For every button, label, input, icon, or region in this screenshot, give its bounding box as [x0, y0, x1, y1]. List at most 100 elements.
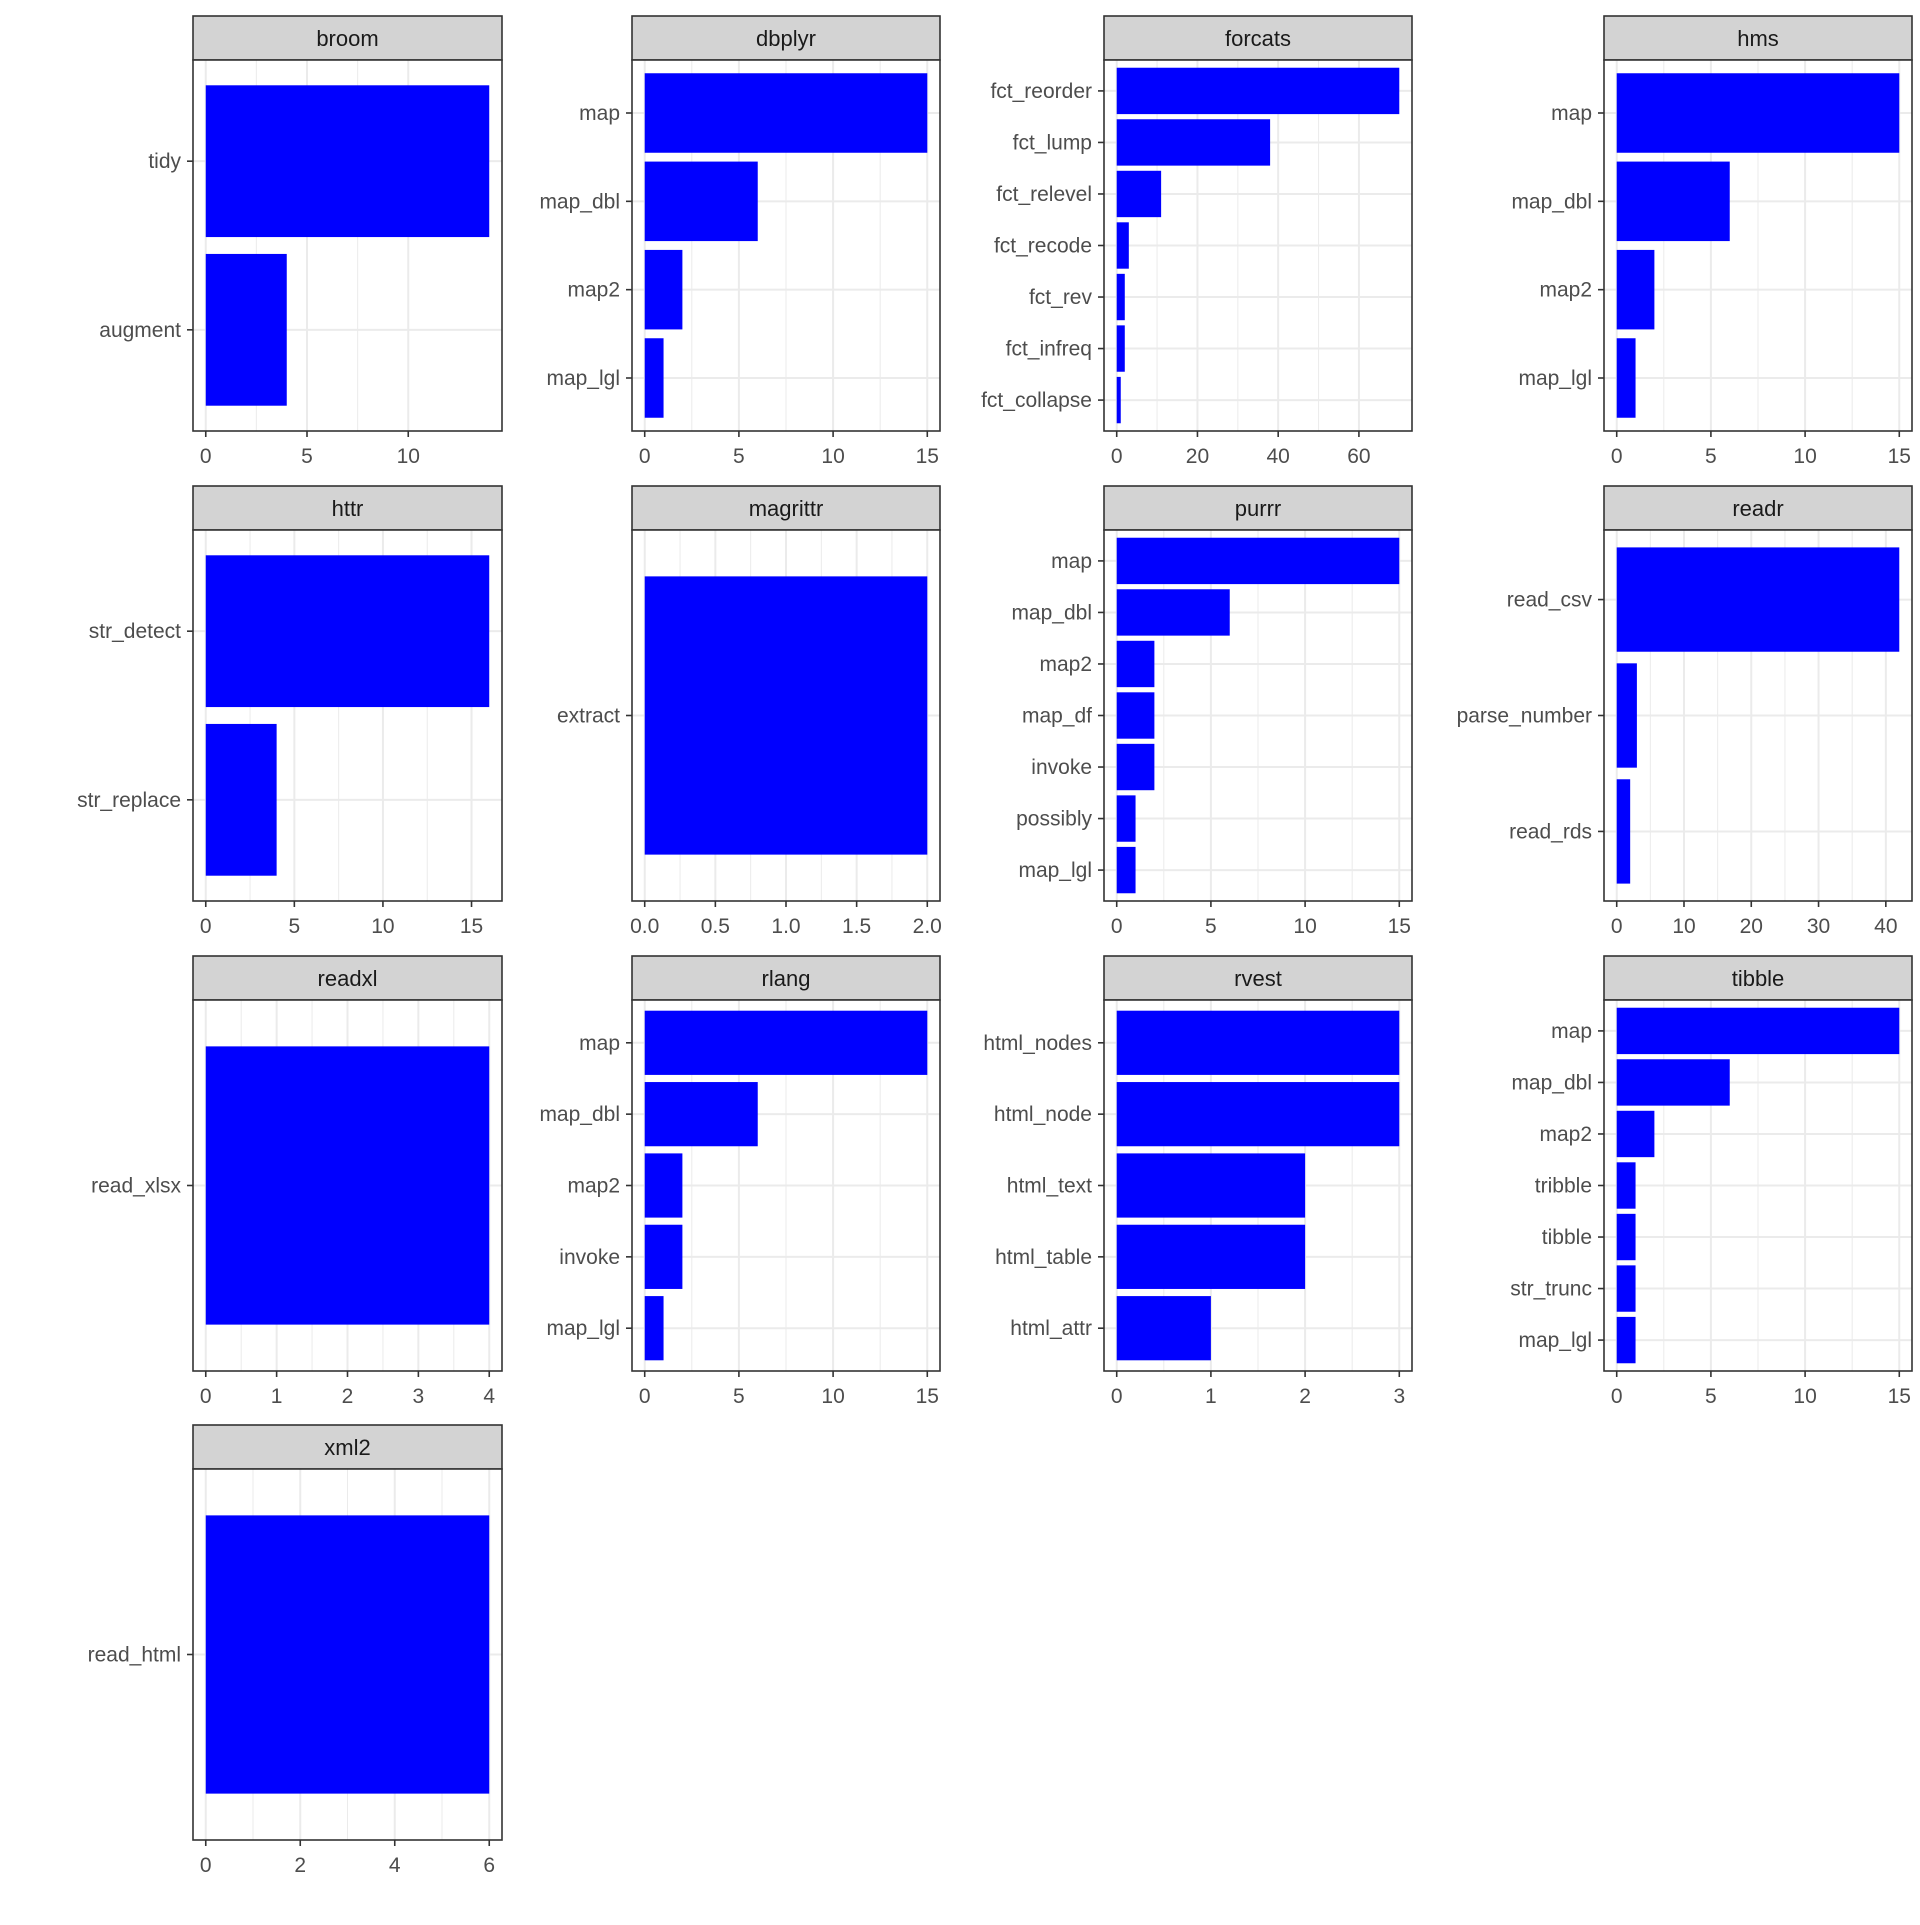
bar: [1116, 325, 1125, 372]
facet-strip: [192, 15, 503, 61]
bar: [1116, 222, 1129, 269]
bar: [644, 1224, 683, 1289]
bar: [205, 253, 287, 406]
facet-strip: [1603, 955, 1913, 1001]
x-tick-label: 4: [389, 1854, 401, 1877]
bar: [1616, 1059, 1730, 1106]
y-tick-label: map_dbl: [1511, 1071, 1592, 1094]
bar: [1116, 640, 1155, 688]
facet-panel-rvest: rvest html_nodes html_node html_text html_ta…: [983, 955, 1413, 1408]
x-tick-label: 20: [1186, 445, 1209, 468]
bar: [1116, 119, 1271, 166]
x-tick-label: 10: [1293, 915, 1316, 938]
facet-title: rlang: [762, 966, 811, 991]
bar: [1116, 170, 1162, 218]
x-tick-label: 10: [1672, 915, 1695, 938]
y-tick-label: read_html: [88, 1644, 181, 1667]
x-tick-label: 5: [1705, 445, 1717, 468]
y-tick-label: map_dbl: [1511, 190, 1592, 213]
x-tick-label: 0.5: [701, 915, 730, 938]
bar: [1116, 67, 1400, 115]
y-tick-label: html_text: [1007, 1175, 1092, 1198]
y-tick-label: map: [1551, 1020, 1592, 1043]
y-tick-label: fct_recode: [994, 235, 1092, 258]
bar: [1616, 1316, 1636, 1364]
y-tick-label: map2: [1039, 653, 1092, 676]
x-tick-label: 2: [1299, 1385, 1311, 1408]
facet-panel-readxl: readxl read_xlsx 0 1 2 3 4: [91, 955, 503, 1408]
x-tick-label: 2: [294, 1854, 306, 1877]
x-tick-label: 3: [413, 1385, 425, 1408]
bar: [1616, 1265, 1636, 1312]
x-tick-label: 10: [821, 1385, 844, 1408]
x-tick-label: 5: [1705, 1385, 1717, 1408]
y-tick-label: map: [579, 102, 620, 125]
y-tick-label: read_xlsx: [91, 1175, 181, 1198]
bar: [1616, 663, 1637, 768]
y-tick-label: str_replace: [77, 789, 181, 812]
bar: [644, 1296, 664, 1361]
facet-panel-magrittr: magrittr extract 0.0 0.5 1.0 1.5 2.0: [557, 485, 942, 938]
facet-panel-xml2: xml2 read_html 0 2 4 6: [88, 1424, 503, 1877]
facet-title: forcats: [1225, 26, 1291, 51]
panel-border: [631, 59, 941, 432]
x-tick-label: 4: [483, 1385, 495, 1408]
y-tick-label: parse_number: [1457, 705, 1592, 728]
bar: [1616, 1110, 1655, 1158]
bar: [1116, 1010, 1400, 1075]
bar: [205, 1046, 490, 1325]
x-tick-label: 2.0: [913, 915, 942, 938]
x-tick-label: 5: [289, 915, 301, 938]
y-tick-label: map_lgl: [1018, 859, 1092, 882]
y-tick-label: map_lgl: [1518, 1329, 1592, 1352]
x-tick-label: 3: [1393, 1385, 1405, 1408]
bar: [1616, 547, 1900, 652]
facet-title: readxl: [318, 966, 378, 991]
y-tick-label: augment: [99, 319, 181, 342]
bar: [1616, 249, 1655, 330]
facet-title: readr: [1732, 496, 1783, 521]
bar: [644, 1153, 683, 1218]
y-tick-label: extract: [557, 705, 620, 728]
y-tick-label: map_dbl: [539, 1103, 620, 1126]
bar: [1116, 743, 1155, 791]
bar: [1116, 537, 1400, 585]
x-tick-label: 15: [460, 915, 483, 938]
facet-strip: [1103, 485, 1413, 531]
panel-border: [192, 59, 503, 432]
bar: [644, 1010, 928, 1075]
y-tick-label: map2: [1539, 279, 1592, 302]
bar: [1116, 1224, 1306, 1289]
y-tick-label: map_df: [1022, 705, 1092, 728]
y-tick-label: map: [1051, 550, 1092, 573]
facet-panel-broom: broom tidy augment 0 5 10: [99, 15, 503, 468]
y-tick-label: html_node: [994, 1103, 1092, 1126]
x-tick-label: 0: [1111, 445, 1123, 468]
y-tick-label: map2: [1539, 1123, 1592, 1146]
x-tick-label: 0: [200, 445, 212, 468]
x-tick-label: 15: [916, 1385, 939, 1408]
y-tick-label: fct_infreq: [1006, 338, 1092, 361]
y-tick-label: map_lgl: [1518, 367, 1592, 390]
y-tick-label: possibly: [1016, 808, 1092, 831]
x-tick-label: 0: [639, 445, 651, 468]
bar: [1116, 692, 1155, 739]
y-tick-label: map_dbl: [539, 190, 620, 213]
y-tick-label: map_lgl: [546, 1317, 620, 1340]
y-tick-label: tidy: [148, 150, 181, 173]
x-tick-label: 10: [1793, 445, 1816, 468]
y-tick-label: map2: [567, 279, 620, 302]
x-tick-label: 0: [1611, 915, 1623, 938]
facet-title: magrittr: [749, 496, 824, 521]
bar: [1616, 338, 1636, 418]
bar: [1616, 161, 1730, 242]
x-tick-label: 0: [200, 915, 212, 938]
bar: [1616, 73, 1900, 153]
x-tick-label: 20: [1740, 915, 1763, 938]
facet-panel-readr: readr read_csv parse_number read_rds 0 10 20 30…: [1457, 485, 1913, 938]
bar: [1616, 1007, 1900, 1055]
x-tick-label: 10: [1793, 1385, 1816, 1408]
bar: [1116, 1153, 1306, 1218]
x-tick-label: 0: [639, 1385, 651, 1408]
